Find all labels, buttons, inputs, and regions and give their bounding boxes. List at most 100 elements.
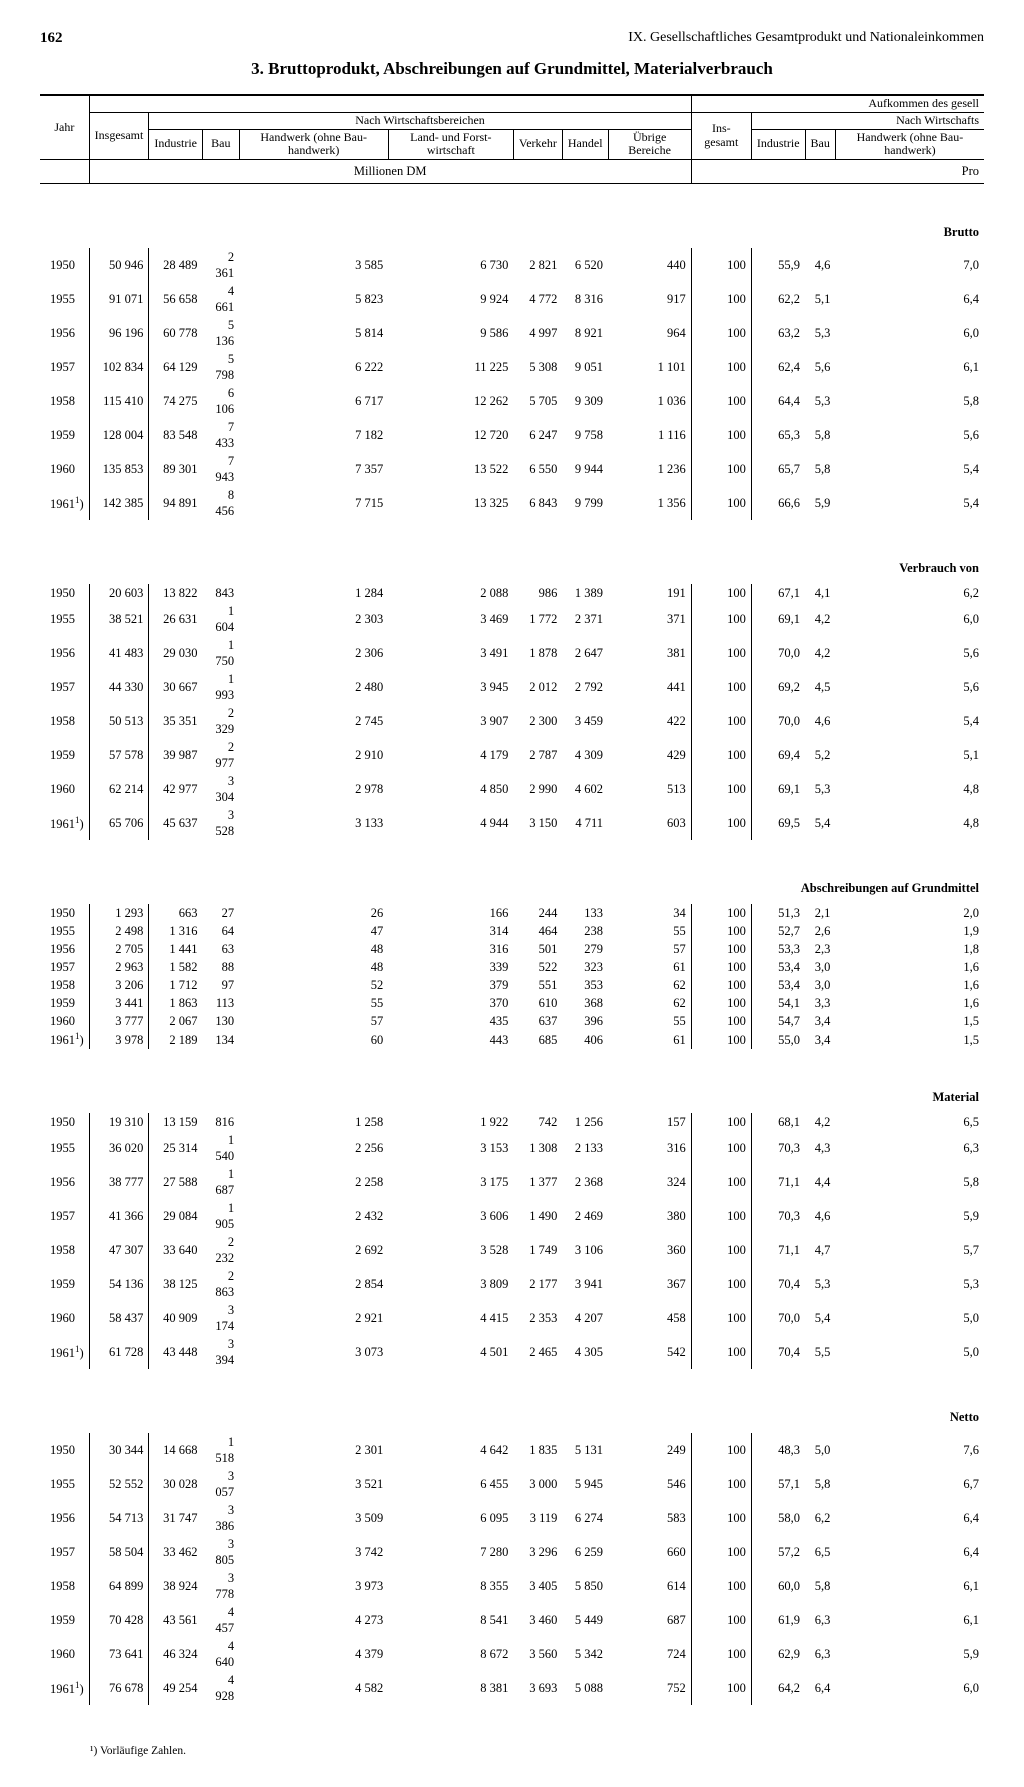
table-cell: 100 bbox=[691, 1012, 751, 1030]
table-cell: 1957 bbox=[40, 1199, 89, 1233]
table-cell: 100 bbox=[691, 1233, 751, 1267]
table-cell: 2 745 bbox=[239, 704, 388, 738]
table-cell: 2,6 bbox=[805, 922, 835, 940]
table-row: 195744 33030 6671 9932 4803 9452 0122 79… bbox=[40, 670, 984, 704]
table-cell: 443 bbox=[388, 1030, 513, 1049]
table-cell: 3 175 bbox=[388, 1165, 513, 1199]
table-cell: 39 987 bbox=[149, 738, 203, 772]
table-cell: 3 973 bbox=[239, 1569, 388, 1603]
table-cell: 3 693 bbox=[513, 1671, 562, 1705]
unit-pro: Pro bbox=[691, 160, 984, 184]
table-row: 195536 02025 3141 5402 2563 1531 3082 13… bbox=[40, 1131, 984, 1165]
table-cell: 3 304 bbox=[202, 772, 239, 806]
col-group-left bbox=[89, 95, 691, 112]
table-cell: 1950 bbox=[40, 1113, 89, 1131]
table-cell: 1 356 bbox=[608, 486, 691, 520]
table-cell: 6 274 bbox=[562, 1501, 608, 1535]
table-cell: 3 296 bbox=[513, 1535, 562, 1569]
table-cell: 1 687 bbox=[202, 1165, 239, 1199]
table-cell: 60,0 bbox=[751, 1569, 805, 1603]
table-cell: 5,3 bbox=[835, 1267, 984, 1301]
table-cell: 1958 bbox=[40, 976, 89, 994]
table-row: 196062 21442 9773 3042 9784 8502 9904 60… bbox=[40, 772, 984, 806]
table-cell: 100 bbox=[691, 1637, 751, 1671]
table-cell: 3 509 bbox=[239, 1501, 388, 1535]
table-cell: 1960 bbox=[40, 1637, 89, 1671]
table-cell: 435 bbox=[388, 1012, 513, 1030]
section-label: Material bbox=[40, 1049, 984, 1113]
table-row: 1959128 00483 5487 4337 18212 7206 2479 … bbox=[40, 418, 984, 452]
table-cell: 3 119 bbox=[513, 1501, 562, 1535]
table-cell: 13 159 bbox=[149, 1113, 203, 1131]
table-cell: 5 798 bbox=[202, 350, 239, 384]
table-cell: 35 351 bbox=[149, 704, 203, 738]
col-aufkommen: Aufkommen des gesell bbox=[691, 95, 984, 112]
col-handwerk2: Handwerk (ohne Bau-handwerk) bbox=[835, 129, 984, 160]
table-cell: 57 bbox=[608, 940, 691, 958]
table-cell: 91 071 bbox=[89, 282, 149, 316]
table-row: 195020 60313 8228431 2842 0889861 389191… bbox=[40, 584, 984, 602]
table-cell: 5,4 bbox=[835, 452, 984, 486]
table-cell: 13 522 bbox=[388, 452, 513, 486]
col-land: Land- und Forst-wirtschaft bbox=[388, 129, 513, 160]
table-cell: 4 582 bbox=[239, 1671, 388, 1705]
table-cell: 5,6 bbox=[835, 670, 984, 704]
table-cell: 1 905 bbox=[202, 1199, 239, 1233]
table-cell: 2 480 bbox=[239, 670, 388, 704]
table-cell: 3 394 bbox=[202, 1335, 239, 1369]
table-cell: 5 705 bbox=[513, 384, 562, 418]
table-cell: 458 bbox=[608, 1301, 691, 1335]
table-cell: 4 309 bbox=[562, 738, 608, 772]
table-cell: 54,7 bbox=[751, 1012, 805, 1030]
table-cell: 396 bbox=[562, 1012, 608, 1030]
table-cell: 5,3 bbox=[805, 772, 835, 806]
table-cell: 6 222 bbox=[239, 350, 388, 384]
table-cell: 249 bbox=[608, 1433, 691, 1467]
table-cell: 100 bbox=[691, 1335, 751, 1369]
table-cell: 279 bbox=[562, 940, 608, 958]
table-cell: 49 254 bbox=[149, 1671, 203, 1705]
table-cell: 40 909 bbox=[149, 1301, 203, 1335]
data-table: Jahr Aufkommen des gesell Insgesamt Nach… bbox=[40, 94, 984, 1705]
table-cell: 2 303 bbox=[239, 602, 388, 636]
table-row: 19611)76 67849 2544 9284 5828 3813 6935 … bbox=[40, 1671, 984, 1705]
table-cell: 115 410 bbox=[89, 384, 149, 418]
table-cell: 3 521 bbox=[239, 1467, 388, 1501]
table-cell: 45 637 bbox=[149, 806, 203, 840]
table-cell: 19611) bbox=[40, 1335, 89, 1369]
table-cell: 30 028 bbox=[149, 1467, 203, 1501]
table-row: 19562 7051 44163483165012795710053,32,31… bbox=[40, 940, 984, 958]
table-cell: 7 280 bbox=[388, 1535, 513, 1569]
table-cell: 7,0 bbox=[835, 248, 984, 282]
table-cell: 19611) bbox=[40, 1671, 89, 1705]
table-row: 195641 48329 0301 7502 3063 4911 8782 64… bbox=[40, 636, 984, 670]
table-cell: 100 bbox=[691, 806, 751, 840]
table-cell: 54 713 bbox=[89, 1501, 149, 1535]
table-row: 19611)142 38594 8918 4567 71513 3256 843… bbox=[40, 486, 984, 520]
table-cell: 314 bbox=[388, 922, 513, 940]
table-cell: 5 814 bbox=[239, 316, 388, 350]
table-cell: 316 bbox=[608, 1131, 691, 1165]
table-cell: 57,2 bbox=[751, 1535, 805, 1569]
table-cell: 6 717 bbox=[239, 384, 388, 418]
table-cell: 50 946 bbox=[89, 248, 149, 282]
table-cell: 1956 bbox=[40, 1165, 89, 1199]
table-cell: 38 777 bbox=[89, 1165, 149, 1199]
table-cell: 1 993 bbox=[202, 670, 239, 704]
table-cell: 4 207 bbox=[562, 1301, 608, 1335]
table-cell: 26 631 bbox=[149, 602, 203, 636]
table-cell: 69,4 bbox=[751, 738, 805, 772]
table-cell: 2 990 bbox=[513, 772, 562, 806]
table-cell: 100 bbox=[691, 1501, 751, 1535]
table-cell: 3 777 bbox=[89, 1012, 149, 1030]
table-cell: 83 548 bbox=[149, 418, 203, 452]
table-cell: 55 bbox=[608, 1012, 691, 1030]
table-cell: 34 bbox=[608, 904, 691, 922]
table-cell: 244 bbox=[513, 904, 562, 922]
col-handwerk: Handwerk (ohne Bau-handwerk) bbox=[239, 129, 388, 160]
table-body: Brutto195050 94628 4892 3613 5856 7302 8… bbox=[40, 184, 984, 1706]
table-cell: 3,0 bbox=[805, 976, 835, 994]
table-cell: 3 206 bbox=[89, 976, 149, 994]
table-row: 19611)65 70645 6373 5283 1334 9443 1504 … bbox=[40, 806, 984, 840]
table-cell: 1960 bbox=[40, 1301, 89, 1335]
